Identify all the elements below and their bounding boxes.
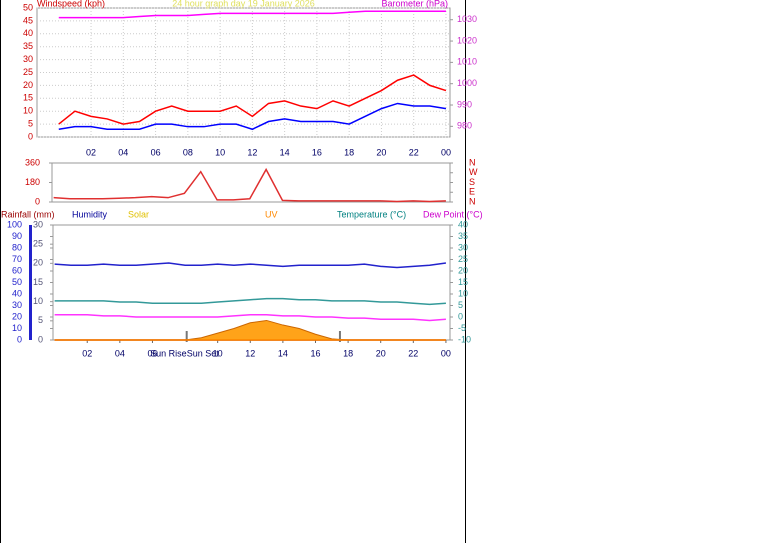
- y2-axis-label: Barometer (hPa): [381, 0, 448, 8]
- y-tick-label: 30: [12, 300, 22, 310]
- legend-entry: Dew Point (°C): [423, 209, 483, 219]
- x-tick-label: 04: [115, 348, 125, 358]
- y-tick-label: S: [469, 177, 475, 187]
- x-tick-label: 20: [376, 348, 386, 358]
- y-tick-label: 25: [23, 67, 33, 77]
- chart-title: 24 hour graph day 19 January 2026: [172, 0, 315, 8]
- y-axis-label: Windspeed (kph): [37, 0, 105, 8]
- x-tick-label: 02: [86, 147, 96, 157]
- sun-label: Sun Rise: [150, 348, 187, 358]
- legend-entry: Temperature (°C): [337, 209, 406, 219]
- y-tick-label: 1030: [457, 14, 477, 24]
- y-tick-label: 980: [457, 121, 472, 131]
- y-tick-label: 60: [12, 265, 22, 275]
- legend-entry: Solar: [128, 209, 149, 219]
- y-tick-label: 0: [38, 334, 43, 344]
- series-line: [58, 74, 447, 125]
- y-tick-label: 35: [23, 41, 33, 51]
- x-tick-label: 22: [409, 147, 419, 157]
- x-tick-label: 16: [312, 147, 322, 157]
- series-line: [54, 313, 446, 322]
- y-tick-label: 5: [38, 315, 43, 325]
- y-tick-label: 180: [25, 177, 40, 187]
- y-tick-label: 0: [28, 131, 33, 141]
- x-tick-label: 06: [151, 147, 161, 157]
- y-tick-label: N: [469, 157, 476, 167]
- y-tick-label: 30: [458, 242, 468, 252]
- x-tick-label: 00: [441, 147, 451, 157]
- y-tick-label: 90: [12, 231, 22, 241]
- y-tick-label: 1020: [457, 35, 477, 45]
- y-tick-label: 40: [23, 28, 33, 38]
- y-tick-label: 0: [458, 311, 463, 321]
- y-tick-label: 360: [25, 157, 40, 167]
- x-tick-label: 06: [147, 348, 157, 358]
- x-tick-label: 14: [278, 348, 288, 358]
- y-tick-label: 80: [12, 242, 22, 252]
- y-tick-label: 0: [17, 334, 22, 344]
- x-tick-label: 12: [245, 348, 255, 358]
- y-tick-label: 5: [28, 118, 33, 128]
- x-tick-label: 18: [344, 147, 354, 157]
- x-tick-label: 10: [215, 147, 225, 157]
- y-tick-label: 30: [23, 54, 33, 64]
- series-line: [54, 297, 446, 306]
- y-tick-label: 100: [7, 219, 22, 229]
- x-tick-label: 10: [213, 348, 223, 358]
- y-tick-label: 10: [12, 323, 22, 333]
- x-tick-label: 22: [408, 348, 418, 358]
- y-tick-label: 10: [458, 288, 468, 298]
- y-tick-label: 5: [458, 300, 463, 310]
- y-tick-label: W: [469, 167, 478, 177]
- y-tick-label: 20: [33, 258, 43, 268]
- y-tick-label: 10: [33, 296, 43, 306]
- y-tick-label: 1000: [457, 78, 477, 88]
- y-tick-label: 25: [458, 254, 468, 264]
- series-line: [58, 102, 447, 131]
- sun-label: Sun Set: [187, 348, 220, 358]
- humidity-axis-bar: [29, 225, 32, 340]
- y-tick-label: 35: [458, 231, 468, 241]
- y-tick-label: 20: [458, 265, 468, 275]
- y-tick-label: 15: [23, 93, 33, 103]
- y-tick-label: 70: [12, 254, 22, 264]
- y-tick-label: 20: [12, 311, 22, 321]
- y-tick-label: 40: [12, 288, 22, 298]
- x-tick-label: 02: [82, 348, 92, 358]
- y-tick-label: 0: [35, 196, 40, 206]
- y-tick-label: 50: [12, 277, 22, 287]
- x-tick-label: 16: [310, 348, 320, 358]
- y-tick-label: E: [469, 187, 475, 197]
- x-tick-label: 04: [118, 147, 128, 157]
- y-tick-label: 20: [23, 80, 33, 90]
- y-tick-label: 25: [33, 239, 43, 249]
- y-tick-label: 15: [33, 277, 43, 287]
- x-tick-label: 14: [280, 147, 290, 157]
- series-line: [53, 167, 446, 203]
- series-line: [58, 10, 446, 19]
- y-tick-label: 50: [23, 2, 33, 12]
- y-tick-label: 10: [23, 106, 33, 116]
- y-tick-label: N: [469, 196, 476, 206]
- series-line: [54, 262, 447, 269]
- legend-entry: Rainfall (mm): [1, 209, 55, 219]
- y-tick-label: 30: [33, 219, 43, 229]
- y-tick-label: 990: [457, 99, 472, 109]
- y-tick-label: -10: [458, 334, 471, 344]
- x-tick-label: 08: [183, 147, 193, 157]
- y-tick-label: 45: [23, 15, 33, 25]
- legend-entry: Humidity: [72, 209, 108, 219]
- y-tick-label: 1010: [457, 57, 477, 67]
- y-tick-label: 40: [458, 219, 468, 229]
- x-tick-label: 18: [343, 348, 353, 358]
- legend-entry: UV: [265, 209, 278, 219]
- x-tick-label: 00: [441, 348, 451, 358]
- y-tick-label: -5: [458, 323, 466, 333]
- y-tick-label: 15: [458, 277, 468, 287]
- x-tick-label: 12: [247, 147, 257, 157]
- x-tick-label: 20: [376, 147, 386, 157]
